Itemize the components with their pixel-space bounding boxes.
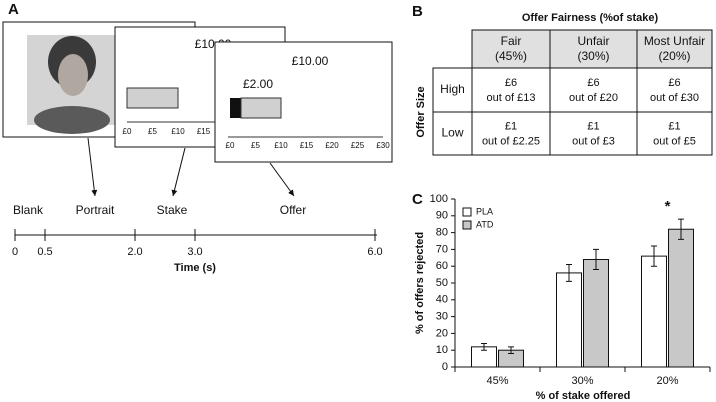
tick-label: 2.0 xyxy=(127,246,142,258)
cell-text: out of £5 xyxy=(653,135,696,147)
tick-label: 0.5 xyxy=(37,246,52,258)
error-bar xyxy=(593,248,599,271)
cell-text: out of £20 xyxy=(569,92,618,104)
column-header: Unfair xyxy=(577,34,609,48)
legend-swatch xyxy=(462,207,472,217)
y-tick-label: 0 xyxy=(442,361,448,373)
scale-label: £20 xyxy=(325,141,339,150)
y-tick-label: 60 xyxy=(436,260,448,272)
cell-text: out of £3 xyxy=(572,135,615,147)
portrait-photo xyxy=(27,35,115,134)
cell-text: out of £30 xyxy=(650,92,699,104)
offer-bar xyxy=(230,98,241,118)
column-header-cell xyxy=(549,29,638,69)
cell-text: £1 xyxy=(505,120,517,132)
legend-label: ATD xyxy=(476,219,494,229)
y-axis-label: % of offers rejected xyxy=(414,232,426,334)
cell-text: out of £13 xyxy=(487,92,536,104)
column-header: Most Unfair xyxy=(644,34,705,48)
row-header: High xyxy=(440,82,465,96)
panel-label: B xyxy=(412,3,423,20)
column-header: (20%) xyxy=(658,49,690,63)
table-cell xyxy=(471,67,551,113)
table-cell xyxy=(471,111,551,156)
column-header-cell xyxy=(636,29,713,69)
stake-bar xyxy=(126,87,179,109)
row-header: Low xyxy=(441,126,463,140)
y-tick-label: 50 xyxy=(436,277,448,289)
column-header: Fair xyxy=(501,34,522,48)
scale-label: £0 xyxy=(123,127,132,136)
y-tick-label: 80 xyxy=(436,227,448,239)
table-cell xyxy=(636,67,713,113)
y-tick-label: 40 xyxy=(436,294,448,306)
cell-text: £1 xyxy=(668,120,680,132)
event-label: Stake xyxy=(157,203,188,217)
cell-text: out of £2.25 xyxy=(482,135,540,147)
panel-label: C xyxy=(412,191,423,208)
y-tick-label: 20 xyxy=(436,327,448,339)
scale-label: £10 xyxy=(171,127,185,136)
tick-label: 3.0 xyxy=(187,246,202,258)
row-axis-label: Offer Size xyxy=(415,86,427,137)
y-tick-label: 30 xyxy=(436,311,448,323)
scale-label: £5 xyxy=(251,141,260,150)
y-tick-label: 70 xyxy=(436,243,448,255)
bar xyxy=(641,255,667,368)
offer-amount: £2.00 xyxy=(243,77,273,91)
y-tick-label: 100 xyxy=(430,193,448,205)
scale-label: £25 xyxy=(351,141,365,150)
panel-label: A xyxy=(8,1,19,18)
error-bar xyxy=(651,245,657,267)
event-label: Blank xyxy=(13,203,44,217)
table-cell xyxy=(549,111,638,156)
table-cell xyxy=(549,67,638,113)
bar xyxy=(556,272,582,368)
x-axis-label: % of stake offered xyxy=(536,390,631,402)
cell-text: £6 xyxy=(505,77,517,89)
y-tick-label: 10 xyxy=(436,344,448,356)
scale-label: £30 xyxy=(376,141,390,150)
scale-label: £5 xyxy=(148,127,157,136)
cell-text: £6 xyxy=(668,77,680,89)
x-tick-label: 45% xyxy=(486,375,508,387)
x-tick-label: 20% xyxy=(656,375,678,387)
arrows xyxy=(87,137,295,197)
event-label: Portrait xyxy=(76,203,115,217)
table-cell xyxy=(636,111,713,156)
timeline-label: Time (s) xyxy=(174,262,216,274)
row-header-cell xyxy=(432,111,473,156)
scale-label: £15 xyxy=(197,127,211,136)
row-header-cell xyxy=(432,67,473,113)
significance-marker: * xyxy=(665,198,671,215)
error-bar xyxy=(678,218,684,240)
table-title: Offer Fairness (%of stake) xyxy=(522,12,659,24)
x-tick-label: 30% xyxy=(571,375,593,387)
error-bar xyxy=(481,342,487,351)
bar xyxy=(668,228,694,368)
legend-label: PLA xyxy=(476,206,493,216)
column-header: (30%) xyxy=(577,49,609,63)
column-header: (45%) xyxy=(495,49,527,63)
legend-swatch xyxy=(462,220,472,230)
stake-amount: £10.00 xyxy=(292,54,329,68)
y-tick-label: 90 xyxy=(436,210,448,222)
error-bar xyxy=(508,346,514,355)
tick-label: 6.0 xyxy=(367,246,382,258)
bar xyxy=(583,258,609,368)
scale-label: £10 xyxy=(274,141,288,150)
scale-label: £15 xyxy=(300,141,314,150)
stake-bar xyxy=(240,97,282,119)
error-bar xyxy=(566,264,572,282)
tick-label: 0 xyxy=(12,246,18,258)
event-label: Offer xyxy=(280,203,306,217)
scale-label: £0 xyxy=(226,141,235,150)
cell-text: £1 xyxy=(587,120,599,132)
cell-text: £6 xyxy=(587,77,599,89)
